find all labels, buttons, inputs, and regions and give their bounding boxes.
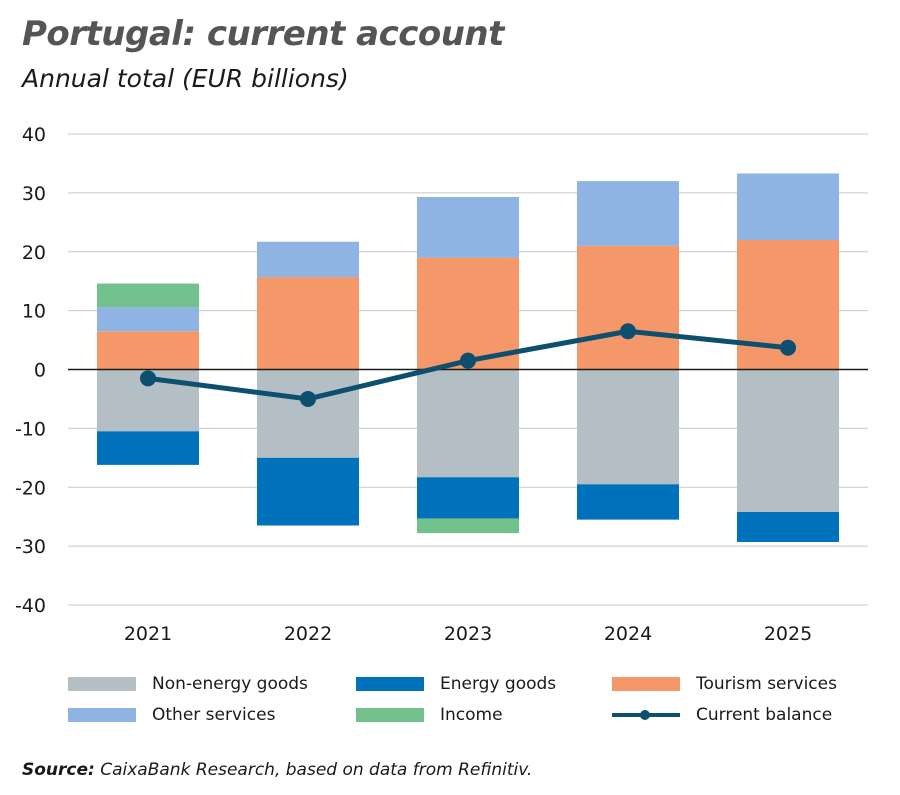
y-tick-label: -30 [15, 536, 46, 558]
bar-tourism-services-2023 [417, 257, 519, 370]
legend-label-other-services: Other services [152, 705, 276, 725]
bar-tourism-services-2024 [577, 245, 679, 370]
bar-other-services-2022 [257, 241, 359, 278]
legend-swatch-non-energy-goods [68, 677, 136, 691]
legend-item-energy-goods: Energy goods [356, 674, 556, 694]
y-tick-label: 0 [34, 360, 46, 382]
legend-item-tourism-services: Tourism services [612, 674, 837, 694]
legend-label-current-balance: Current balance [696, 705, 833, 725]
current-balance-point-2022 [300, 390, 316, 407]
x-tick-label: 2021 [124, 623, 172, 645]
chart-subtitle: Annual total (EUR billions) [22, 64, 349, 93]
bar-other-services-2024 [577, 181, 679, 246]
x-tick-label: 2024 [604, 623, 652, 645]
bar-energy-goods-2022 [257, 457, 359, 526]
current-balance-point-2023 [460, 352, 476, 369]
x-tick-label: 2025 [764, 623, 812, 645]
bar-income-2021 [97, 283, 199, 308]
source-text: CaixaBank Research, based on data from R… [100, 760, 533, 780]
bar-energy-goods-2021 [97, 431, 199, 465]
source-note: Source: CaixaBank Research, based on dat… [22, 760, 532, 780]
source-label: Source: [22, 760, 95, 780]
chart-title: Portugal: current account [22, 14, 504, 54]
bar-other-services-2023 [417, 196, 519, 258]
current-balance-point-2024 [620, 323, 636, 340]
legend-label-income: Income [440, 705, 503, 725]
bars-layer [97, 173, 839, 543]
bar-energy-goods-2025 [737, 511, 839, 543]
chart-canvas: 40 30 20 10 0 -10 -20 -30 -40 2021 2022 2023 2024 202… [15, 124, 868, 645]
y-tick-label: -20 [15, 477, 46, 499]
balance-line-layer [140, 323, 796, 407]
bar-other-services-2025 [737, 173, 839, 240]
legend-swatch-tourism-services [612, 677, 680, 691]
current-balance-point-2021 [140, 370, 156, 387]
bar-non-energy-goods-2024 [577, 369, 679, 485]
bar-other-services-2021 [97, 307, 199, 332]
y-tick-label: -10 [15, 418, 46, 440]
y-tick-label: 10 [22, 301, 46, 323]
legend-swatch-income [356, 708, 424, 722]
x-tick-label: 2023 [444, 623, 492, 645]
x-tick-label: 2022 [284, 623, 332, 645]
legend-label-energy-goods: Energy goods [440, 674, 557, 694]
bar-non-energy-goods-2025 [737, 369, 839, 512]
legend-swatch-current-balance [612, 708, 680, 722]
legend-item-current-balance: Current balance [612, 705, 832, 725]
bar-tourism-services-2022 [257, 277, 359, 370]
y-tick-label: -40 [15, 595, 46, 617]
y-tick-label: 20 [22, 242, 46, 264]
y-tick-label: 30 [22, 183, 46, 205]
legend-swatch-energy-goods [356, 677, 424, 691]
legend: Non-energy goods Energy goods Tourism se… [68, 674, 868, 734]
bar-income-2023 [417, 518, 519, 534]
bar-energy-goods-2023 [417, 477, 519, 519]
y-tick-label: 40 [22, 124, 46, 146]
legend-label-non-energy-goods: Non-energy goods [152, 674, 308, 694]
current-balance-point-2025 [780, 339, 796, 356]
legend-item-non-energy-goods: Non-energy goods [68, 674, 308, 694]
legend-swatch-other-services [68, 708, 136, 722]
legend-label-tourism-services: Tourism services [696, 674, 837, 694]
legend-item-income: Income [356, 705, 503, 725]
bar-non-energy-goods-2022 [257, 369, 359, 458]
bar-energy-goods-2024 [577, 484, 679, 520]
legend-item-other-services: Other services [68, 705, 275, 725]
bar-tourism-services-2021 [97, 331, 199, 370]
axis-labels-layer: 40 30 20 10 0 -10 -20 -30 -40 2021 2022 2023 2024 202… [15, 124, 812, 645]
bar-non-energy-goods-2023 [417, 369, 519, 478]
